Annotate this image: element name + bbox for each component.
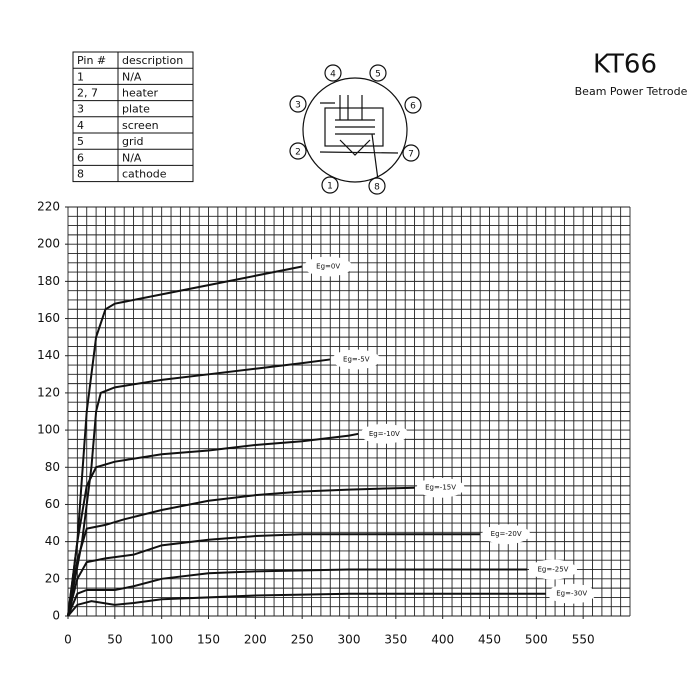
pin-label: 7	[408, 150, 414, 160]
table-cell: 2, 7	[77, 87, 98, 100]
y-tick-label: 120	[37, 385, 60, 399]
x-tick-label: 250	[291, 633, 314, 647]
table-cell: cathode	[122, 168, 167, 181]
table-header: description	[122, 54, 183, 67]
table-cell: 3	[77, 103, 84, 116]
y-tick-label: 160	[37, 311, 60, 325]
y-tick-label: 100	[37, 423, 60, 437]
pin-circle	[289, 95, 307, 113]
table-cell: grid	[122, 135, 144, 148]
table-cell: screen	[122, 119, 159, 132]
pin-label: 6	[410, 102, 416, 112]
series-label: Eg=0V	[316, 262, 340, 270]
series-label: Eg=-10V	[369, 430, 400, 438]
series-label: Eg=-20V	[491, 530, 522, 538]
table-cell: 1	[77, 70, 84, 83]
y-tick-label: 80	[45, 460, 60, 474]
table-cell: heater	[122, 87, 159, 100]
x-tick-label: 150	[197, 633, 220, 647]
table-cell: 4	[77, 119, 84, 132]
x-tick-label: 350	[384, 633, 407, 647]
pin-circle	[402, 144, 420, 162]
label-blob	[332, 349, 381, 370]
y-tick-label: 180	[37, 274, 60, 288]
pin-diagram	[302, 77, 408, 183]
tube-cage	[324, 107, 384, 147]
label-blob	[304, 256, 353, 277]
pin-circle	[321, 176, 339, 194]
table-header: Pin #	[77, 54, 106, 67]
x-tick-label: 100	[150, 633, 173, 647]
y-tick-label: 200	[37, 237, 60, 251]
x-tick-label: 0	[64, 633, 72, 647]
pin-circle	[289, 142, 307, 160]
table-cell: 6	[77, 151, 84, 164]
y-tick-label: 40	[45, 534, 60, 548]
series-label: Eg=-5V	[343, 355, 370, 363]
curve	[67, 358, 331, 617]
y-tick-label: 60	[45, 497, 60, 511]
table-cell: 5	[77, 135, 84, 148]
x-tick-label: 550	[572, 633, 595, 647]
table-cell: N/A	[122, 151, 142, 164]
curve	[67, 432, 359, 617]
curve	[67, 533, 481, 617]
pin-label: 1	[327, 182, 333, 192]
label-blob	[360, 423, 409, 444]
pin-label: 3	[295, 101, 301, 111]
curve	[67, 486, 415, 617]
curve	[67, 265, 303, 617]
y-tick-label: 20	[45, 571, 60, 585]
table-cell: plate	[122, 103, 150, 116]
series-label: Eg=-25V	[537, 566, 568, 574]
series-label: Eg=-30V	[556, 590, 587, 598]
pin-circle	[404, 96, 422, 114]
curve	[67, 568, 527, 617]
y-tick-label: 140	[37, 348, 60, 362]
pin-label: 8	[374, 183, 380, 193]
x-tick-label: 50	[107, 633, 122, 647]
curve	[67, 592, 546, 617]
pin-circle	[324, 64, 342, 82]
x-tick-label: 400	[431, 633, 454, 647]
label-blob	[528, 559, 577, 580]
table-cell: 8	[77, 168, 84, 181]
tube-outline	[302, 77, 408, 183]
y-tick-label: 0	[52, 609, 60, 623]
table-cell: N/A	[122, 70, 142, 83]
label-blob	[416, 477, 465, 498]
pin-label: 5	[375, 70, 381, 80]
x-tick-label: 200	[244, 633, 267, 647]
chart-title: KT66	[593, 50, 657, 80]
pin-label: 2	[295, 148, 301, 158]
chart-subtitle: Beam Power Tetrode	[575, 85, 688, 98]
series-label: Eg=-15V	[425, 484, 456, 492]
label-blob	[482, 524, 531, 545]
label-blob	[547, 583, 596, 604]
x-tick-label: 500	[525, 633, 548, 647]
x-tick-label: 300	[338, 633, 361, 647]
pin-label: 4	[330, 70, 336, 80]
pin-circle	[368, 177, 386, 195]
x-tick-label: 450	[478, 633, 501, 647]
pin-circle	[369, 64, 387, 82]
y-tick-label: 220	[37, 200, 60, 214]
